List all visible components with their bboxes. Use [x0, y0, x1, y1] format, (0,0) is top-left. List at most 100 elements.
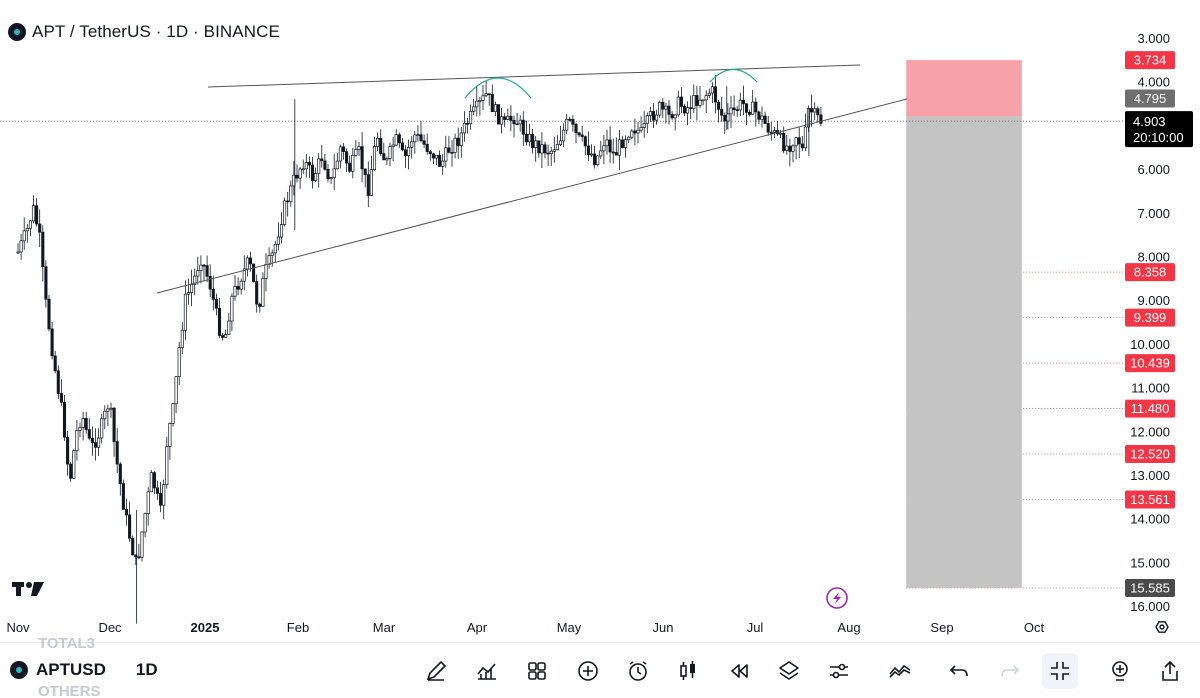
price-tick-label: 12.000 — [1130, 424, 1170, 439]
layers-button[interactable] — [771, 653, 807, 689]
add-button[interactable] — [570, 653, 606, 689]
candle-body — [261, 277, 265, 307]
chart-type-button[interactable] — [670, 653, 706, 689]
candle-body — [391, 144, 395, 148]
price-tick-label: 9.000 — [1137, 293, 1170, 308]
candle-body — [493, 104, 497, 112]
level-price-badge — [1125, 308, 1175, 327]
candle-body — [276, 236, 280, 245]
time-tick-label: 2025 — [191, 620, 220, 635]
settings-button[interactable] — [821, 653, 857, 689]
candle-body — [304, 162, 308, 170]
indicators-icon — [477, 663, 496, 680]
symbol-selector[interactable]: APTUSD 1D — [10, 655, 158, 685]
compare-button[interactable] — [882, 653, 918, 689]
candle-body — [348, 162, 352, 172]
candle-body — [78, 427, 82, 431]
indicators-button[interactable] — [469, 653, 505, 689]
trendlines[interactable] — [156, 64, 908, 294]
candle-body — [44, 266, 48, 300]
candle-body — [202, 264, 206, 267]
candle-body — [686, 107, 690, 114]
candle-body — [124, 509, 129, 516]
tradingview-logo — [12, 582, 44, 596]
candle-body — [682, 105, 687, 114]
candle-body — [707, 92, 711, 96]
undo-button[interactable] — [941, 653, 977, 689]
candle-body — [252, 263, 256, 282]
candle-body — [574, 123, 578, 134]
candle-body — [400, 142, 404, 151]
candle-body — [546, 152, 550, 155]
price-tick-label: 7.000 — [1137, 206, 1170, 221]
candle-body — [165, 446, 169, 485]
replay-button[interactable] — [721, 653, 757, 689]
pencil-icon — [426, 660, 447, 681]
candle-body — [704, 95, 708, 101]
time-tick-label: Dec — [98, 620, 122, 635]
candle-body — [462, 122, 466, 134]
share-button[interactable] — [1152, 653, 1188, 689]
candle-body — [803, 126, 807, 149]
candle-body — [766, 123, 770, 133]
lightning-icon[interactable] — [826, 587, 848, 609]
alert-button[interactable] — [620, 653, 656, 689]
add-note-button[interactable] — [1102, 653, 1138, 689]
candle-body — [131, 537, 135, 556]
timeframe-selector[interactable]: 1D — [135, 660, 158, 679]
collapse-icon — [1051, 662, 1069, 680]
candle-body — [748, 111, 752, 115]
candle-body — [87, 429, 91, 439]
candle-body — [701, 99, 705, 102]
candle-body — [797, 137, 801, 145]
candle-body — [264, 264, 268, 279]
candle-body — [717, 101, 721, 110]
candle-body — [168, 423, 172, 447]
templates-button[interactable] — [519, 653, 555, 689]
time-tick-label: Sep — [930, 620, 953, 635]
chart-header[interactable]: APT / TetherUS · 1D · BINANCE — [8, 20, 280, 44]
drawing-tool-button[interactable] — [418, 653, 454, 689]
time-axis[interactable]: Nov Dec 2025 Feb Mar Apr May Jun Jul Aug Sep Oct — [6, 620, 1044, 635]
stop-loss-zone[interactable] — [906, 60, 1022, 117]
candle-body — [50, 328, 54, 357]
symbol-title[interactable]: APT / TetherUS · 1D · BINANCE — [32, 22, 280, 41]
candle-body — [552, 149, 556, 152]
price-tick-label: 6.000 — [1137, 162, 1170, 177]
candle-body — [651, 111, 656, 121]
candle-body — [366, 174, 370, 196]
entry-price-badge-text: 4.795 — [1134, 91, 1167, 106]
share-icon — [1162, 660, 1178, 681]
candle-body — [270, 252, 274, 256]
candle-body — [388, 146, 392, 159]
candle-body — [655, 114, 659, 121]
candle-body — [372, 146, 377, 171]
resistance-trendline[interactable] — [207, 64, 861, 88]
chart-settings-icon[interactable] — [1155, 621, 1169, 633]
candle-body — [490, 94, 494, 112]
candle-body — [115, 441, 119, 465]
symbol-name[interactable]: APTUSD — [36, 660, 106, 679]
candle-body — [614, 152, 618, 156]
candle-body — [524, 133, 528, 143]
countdown-text: 20:10:00 — [1133, 130, 1184, 145]
left-top-arc[interactable] — [464, 77, 532, 99]
aptos-logo-icon — [8, 23, 26, 41]
price-axis[interactable]: 3.0004.0005.0006.0007.0008.0009.00010.00… — [1130, 31, 1170, 614]
collapse-button[interactable] — [1042, 653, 1078, 689]
candle-body — [326, 168, 330, 179]
support-trendline[interactable] — [156, 98, 908, 294]
right-top-arc[interactable] — [709, 68, 758, 83]
price-chart[interactable]: 3.0004.0005.0006.0007.0008.0009.00010.00… — [0, 0, 1200, 640]
price-tick-label: 15.000 — [1130, 555, 1170, 570]
take-profit-zone[interactable] — [906, 116, 1022, 588]
candle-body — [255, 281, 259, 305]
candle-body — [180, 329, 184, 348]
candle-body — [531, 133, 535, 149]
candle-body — [84, 418, 88, 430]
candle-body — [19, 240, 23, 253]
compare-icon — [889, 664, 911, 678]
candle-body — [661, 101, 665, 110]
candle-body — [28, 220, 32, 229]
candle-body — [521, 119, 525, 135]
